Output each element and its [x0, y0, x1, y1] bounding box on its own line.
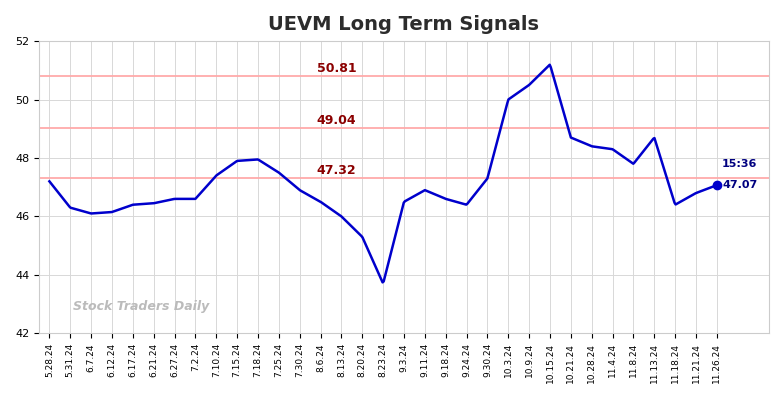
Text: 47.32: 47.32 — [317, 164, 356, 177]
Text: 49.04: 49.04 — [317, 114, 356, 127]
Text: 47.07: 47.07 — [722, 180, 757, 190]
Title: UEVM Long Term Signals: UEVM Long Term Signals — [268, 15, 539, 34]
Text: 50.81: 50.81 — [317, 62, 356, 75]
Text: Stock Traders Daily: Stock Traders Daily — [73, 300, 209, 314]
Text: 15:36: 15:36 — [722, 159, 757, 169]
